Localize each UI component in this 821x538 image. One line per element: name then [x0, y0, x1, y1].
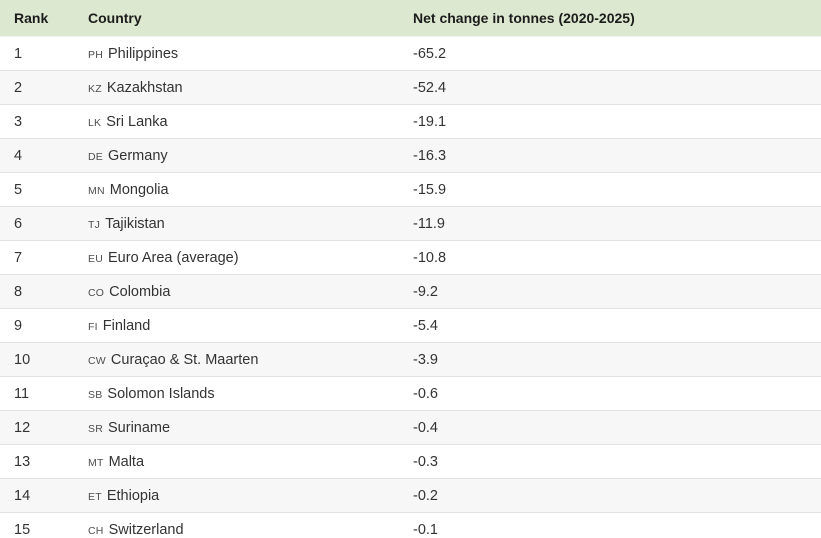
country-cell[interactable]: PH Philippines — [74, 36, 399, 71]
net-change-cell: -11.9 — [399, 206, 821, 241]
country-name: Malta — [108, 453, 145, 470]
country-name: Solomon Islands — [107, 385, 215, 402]
net-change-cell: -10.8 — [399, 240, 821, 275]
country-cell[interactable]: KZ Kazakhstan — [74, 70, 399, 105]
country-cell[interactable]: DE Germany — [74, 138, 399, 173]
table-row[interactable]: 2 KZ Kazakhstan -52.4 — [0, 70, 821, 105]
rank-cell: 3 — [0, 104, 74, 139]
country-cell[interactable]: SR Suriname — [74, 410, 399, 445]
country-cell[interactable]: CO Colombia — [74, 274, 399, 309]
country-cell[interactable]: ET Ethiopia — [74, 478, 399, 513]
rank-cell: 7 — [0, 240, 74, 275]
country-cell[interactable]: CH Switzerland — [74, 512, 399, 538]
country-name: Euro Area (average) — [108, 249, 239, 266]
country-code: TJ — [88, 218, 101, 231]
country-cell[interactable]: MN Mongolia — [74, 172, 399, 207]
country-code: PH — [88, 48, 103, 61]
country-name: Germany — [108, 147, 168, 164]
net-change-cell: -0.6 — [399, 376, 821, 411]
country-name: Ethiopia — [106, 487, 160, 504]
table-header: Rank Country Net change in tonnes (2020-… — [0, 0, 821, 37]
country-name: Kazakhstan — [106, 79, 183, 96]
country-code: SB — [88, 388, 103, 401]
rank-cell: 11 — [0, 376, 74, 411]
net-change-cell: -52.4 — [399, 70, 821, 105]
country-cell[interactable]: FI Finland — [74, 308, 399, 343]
table-row[interactable]: 1 PH Philippines -65.2 — [0, 36, 821, 71]
country-cell[interactable]: CW Curaçao & St. Maarten — [74, 342, 399, 377]
country-name: Finland — [102, 317, 151, 334]
table-row[interactable]: 13 MT Malta -0.3 — [0, 444, 821, 479]
column-header-country: Country — [74, 0, 399, 37]
net-change-cell: -9.2 — [399, 274, 821, 309]
country-code: CH — [88, 524, 104, 537]
country-code: ET — [88, 490, 102, 503]
rank-cell: 10 — [0, 342, 74, 377]
rank-cell: 9 — [0, 308, 74, 343]
country-code: MN — [88, 184, 105, 197]
net-change-cell: -0.1 — [399, 512, 821, 538]
table-row[interactable]: 15 CH Switzerland -0.1 — [0, 512, 821, 538]
country-name: Colombia — [109, 283, 171, 300]
table-row[interactable]: 9 FI Finland -5.4 — [0, 308, 821, 343]
rank-cell: 2 — [0, 70, 74, 105]
country-name: Suriname — [108, 419, 171, 436]
rank-cell: 14 — [0, 478, 74, 513]
table-row[interactable]: 10 CW Curaçao & St. Maarten -3.9 — [0, 342, 821, 377]
rank-cell: 13 — [0, 444, 74, 479]
country-code: FI — [88, 320, 98, 333]
table-row[interactable]: 5 MN Mongolia -15.9 — [0, 172, 821, 207]
table-row[interactable]: 11 SB Solomon Islands -0.6 — [0, 376, 821, 411]
country-cell[interactable]: LK Sri Lanka — [74, 104, 399, 139]
country-cell[interactable]: MT Malta — [74, 444, 399, 479]
rank-cell: 8 — [0, 274, 74, 309]
country-name: Sri Lanka — [106, 113, 168, 130]
country-name: Mongolia — [109, 181, 169, 198]
country-code: SR — [88, 422, 103, 435]
country-code: CW — [88, 354, 106, 367]
table-row[interactable]: 7 EU Euro Area (average) -10.8 — [0, 240, 821, 275]
column-header-rank: Rank — [0, 0, 74, 37]
country-cell[interactable]: TJ Tajikistan — [74, 206, 399, 241]
rank-cell: 6 — [0, 206, 74, 241]
country-name: Switzerland — [108, 521, 184, 538]
net-change-cell: -15.9 — [399, 172, 821, 207]
table-row[interactable]: 14 ET Ethiopia -0.2 — [0, 478, 821, 513]
country-cell[interactable]: EU Euro Area (average) — [74, 240, 399, 275]
net-change-cell: -0.2 — [399, 478, 821, 513]
net-change-cell: -16.3 — [399, 138, 821, 173]
table-row[interactable]: 8 CO Colombia -9.2 — [0, 274, 821, 309]
column-header-net-change: Net change in tonnes (2020-2025) — [399, 0, 821, 37]
net-change-cell: -0.3 — [399, 444, 821, 479]
country-code: MT — [88, 456, 104, 469]
net-change-cell: -0.4 — [399, 410, 821, 445]
country-name: Philippines — [108, 45, 179, 62]
table-row[interactable]: 12 SR Suriname -0.4 — [0, 410, 821, 445]
rank-cell: 12 — [0, 410, 74, 445]
country-code: EU — [88, 252, 103, 265]
country-name: Tajikistan — [105, 215, 165, 232]
net-change-cell: -19.1 — [399, 104, 821, 139]
table-row[interactable]: 3 LK Sri Lanka -19.1 — [0, 104, 821, 139]
rank-cell: 15 — [0, 512, 74, 538]
net-change-cell: -3.9 — [399, 342, 821, 377]
country-name: Curaçao & St. Maarten — [110, 351, 259, 368]
country-code: DE — [88, 150, 103, 163]
rank-cell: 1 — [0, 36, 74, 71]
country-code: CO — [88, 286, 105, 299]
country-cell[interactable]: SB Solomon Islands — [74, 376, 399, 411]
table-row[interactable]: 4 DE Germany -16.3 — [0, 138, 821, 173]
rank-cell: 5 — [0, 172, 74, 207]
net-change-cell: -65.2 — [399, 36, 821, 71]
net-change-cell: -5.4 — [399, 308, 821, 343]
table-row[interactable]: 6 TJ Tajikistan -11.9 — [0, 206, 821, 241]
country-code: LK — [88, 116, 102, 129]
rank-cell: 4 — [0, 138, 74, 173]
country-code: KZ — [88, 82, 102, 95]
table-body: 1 PH Philippines -65.2 2 KZ Kazakhstan -52.4 3 LK… — [0, 36, 821, 538]
